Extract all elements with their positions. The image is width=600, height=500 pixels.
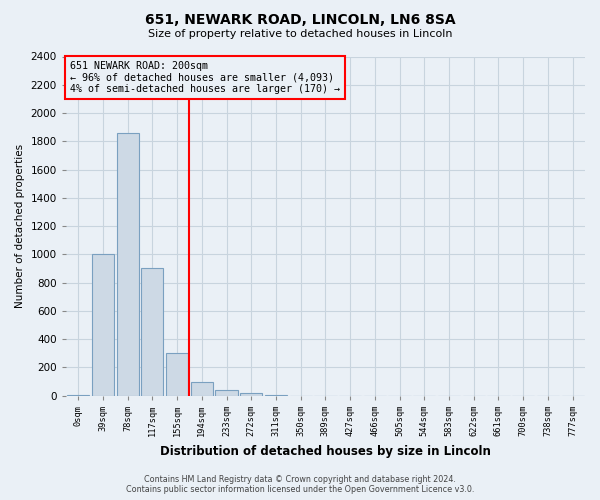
Bar <box>67 395 89 396</box>
Y-axis label: Number of detached properties: Number of detached properties <box>15 144 25 308</box>
X-axis label: Distribution of detached houses by size in Lincoln: Distribution of detached houses by size … <box>160 444 491 458</box>
Text: 651 NEWARK ROAD: 200sqm
← 96% of detached houses are smaller (4,093)
4% of semi-: 651 NEWARK ROAD: 200sqm ← 96% of detache… <box>70 60 340 94</box>
Text: Size of property relative to detached houses in Lincoln: Size of property relative to detached ho… <box>148 29 452 39</box>
Bar <box>166 353 188 396</box>
Bar <box>191 382 213 396</box>
Bar <box>215 390 238 396</box>
Bar <box>265 395 287 396</box>
Bar <box>116 133 139 396</box>
Text: 651, NEWARK ROAD, LINCOLN, LN6 8SA: 651, NEWARK ROAD, LINCOLN, LN6 8SA <box>145 12 455 26</box>
Text: Contains HM Land Registry data © Crown copyright and database right 2024.
Contai: Contains HM Land Registry data © Crown c… <box>126 474 474 494</box>
Bar <box>141 268 163 396</box>
Bar <box>92 254 114 396</box>
Bar <box>240 393 262 396</box>
